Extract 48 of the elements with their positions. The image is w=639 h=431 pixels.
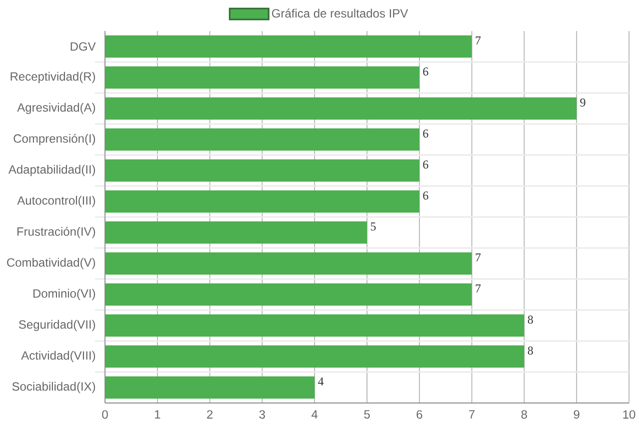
- data-label: 8: [528, 346, 533, 355]
- data-label: 7: [476, 284, 481, 292]
- y-tick-label: Dominio(VI): [33, 288, 96, 300]
- bar: [105, 159, 420, 182]
- x-tick-label: 4: [312, 410, 318, 418]
- bar: [105, 376, 315, 399]
- x-tick-label: 7: [469, 410, 475, 418]
- y-tick-label: Sociabilidad(IX): [12, 382, 96, 394]
- x-tick-label: 10: [623, 410, 636, 419]
- y-tick-label: Agresividad(A): [17, 102, 96, 114]
- data-label: 4: [318, 378, 324, 386]
- y-tick-label: DGV: [70, 42, 96, 51]
- series-label: Gráfica de resultados IPV: [272, 8, 408, 18]
- y-tick-label: Receptividad(R): [10, 72, 96, 84]
- y-tick-label: Frustración(IV): [17, 226, 96, 238]
- bar: [105, 190, 420, 213]
- x-tick-label: 9: [574, 410, 580, 419]
- data-label: 5: [370, 222, 376, 231]
- bar: [105, 283, 472, 306]
- x-tick-label: 2: [207, 410, 213, 419]
- data-label: 7: [476, 36, 481, 44]
- x-tick-label: 6: [416, 410, 422, 419]
- data-label: 7: [476, 254, 481, 262]
- data-label: 6: [423, 160, 428, 169]
- data-label: 6: [423, 130, 428, 138]
- bar: [105, 314, 524, 337]
- x-tick-label: 3: [259, 410, 266, 419]
- bar: [105, 252, 472, 275]
- y-tick-label: Comprensión(I): [14, 134, 96, 146]
- x-tick-label: 8: [521, 410, 528, 419]
- y-tick-label: Adaptabilidad(II): [8, 164, 96, 176]
- x-tick-label: 1: [154, 410, 160, 418]
- x-tick-label: 5: [364, 410, 370, 419]
- bar: [105, 35, 472, 58]
- y-tick-label: Actividad(VIII): [21, 350, 96, 362]
- bar: [105, 128, 420, 151]
- y-tick-label: Seguridad(VII): [18, 320, 96, 332]
- bar: [105, 345, 524, 368]
- data-label: 9: [580, 98, 586, 107]
- data-label: 8: [528, 316, 533, 324]
- bar: [105, 221, 368, 244]
- bar: [105, 66, 420, 89]
- data-label: 6: [423, 192, 428, 200]
- data-label: 6: [423, 68, 428, 76]
- bar: [105, 97, 577, 120]
- y-tick-label: Combatividad(V): [7, 258, 96, 270]
- y-tick-label: Autocontrol(III): [17, 196, 96, 208]
- x-tick-label: 0: [102, 410, 108, 419]
